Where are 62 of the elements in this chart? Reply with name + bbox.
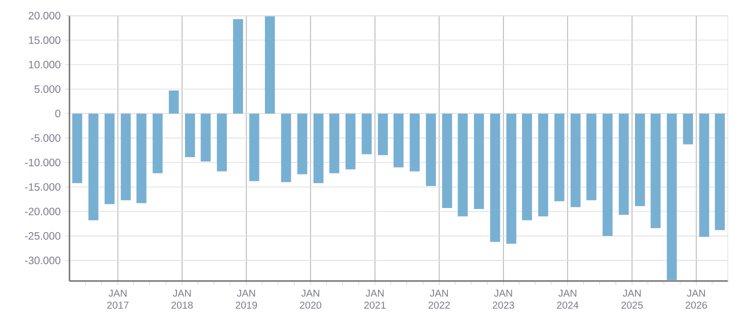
bar	[554, 114, 564, 202]
bar	[474, 114, 484, 210]
bar	[586, 114, 596, 200]
bar	[200, 114, 211, 162]
bar	[136, 114, 146, 204]
x-tick-label: JAN 2025	[621, 290, 643, 309]
y-tick-label: 10.000	[28, 60, 60, 68]
bar	[699, 114, 710, 237]
bar	[442, 114, 452, 208]
bar	[168, 90, 179, 114]
bar	[426, 114, 436, 186]
bar	[329, 114, 340, 174]
y-tick-label: -10.000	[25, 158, 60, 166]
y-tick-label: 15.000	[28, 36, 60, 44]
bar	[650, 114, 661, 228]
x-tick-label: JAN 2026	[686, 290, 707, 309]
bar	[570, 114, 581, 208]
x-tick-label: JAN 2024	[557, 290, 578, 309]
bar	[522, 114, 532, 220]
bar	[362, 114, 372, 154]
bar	[264, 16, 275, 114]
y-tick-label: -25.000	[25, 232, 60, 240]
bar	[104, 114, 115, 204]
bar	[683, 114, 693, 144]
bar	[506, 114, 516, 244]
bar	[88, 114, 98, 220]
bar	[313, 114, 324, 184]
x-tick-label: JAN 2022	[428, 290, 450, 309]
bar	[666, 114, 677, 280]
bar	[538, 114, 548, 216]
x-tick-label: JAN 2019	[236, 290, 257, 309]
y-tick-label: -15.000	[25, 183, 60, 191]
bar	[297, 114, 308, 174]
bar	[378, 114, 388, 156]
bar	[634, 114, 645, 206]
y-tick-label: -30.000	[25, 256, 60, 264]
bar	[281, 114, 292, 182]
x-tick-label: JAN 2023	[492, 290, 514, 309]
bar	[216, 114, 227, 172]
bar	[233, 19, 244, 114]
bar	[714, 114, 725, 230]
x-tick-label: JAN 2018	[171, 290, 193, 309]
bar	[458, 114, 468, 216]
bar	[346, 114, 356, 170]
bar	[410, 114, 420, 172]
y-tick-label: -5.000	[31, 134, 60, 142]
bar	[72, 114, 82, 184]
bar	[618, 114, 629, 215]
bar	[394, 114, 404, 168]
bar	[602, 114, 613, 236]
y-tick-label: 0	[55, 110, 60, 118]
x-tick-label: JAN 2017	[107, 290, 128, 309]
y-tick-label: 5.000	[34, 85, 60, 93]
bar	[152, 114, 163, 174]
bar	[249, 114, 260, 182]
bar	[120, 114, 131, 200]
y-tick-label: -20.000	[25, 208, 60, 216]
x-tick-label: JAN 2020	[300, 290, 322, 309]
bar	[185, 114, 195, 158]
x-tick-label: JAN 2021	[364, 290, 386, 309]
y-tick-label: 20.000	[28, 12, 60, 20]
bar	[490, 114, 500, 242]
